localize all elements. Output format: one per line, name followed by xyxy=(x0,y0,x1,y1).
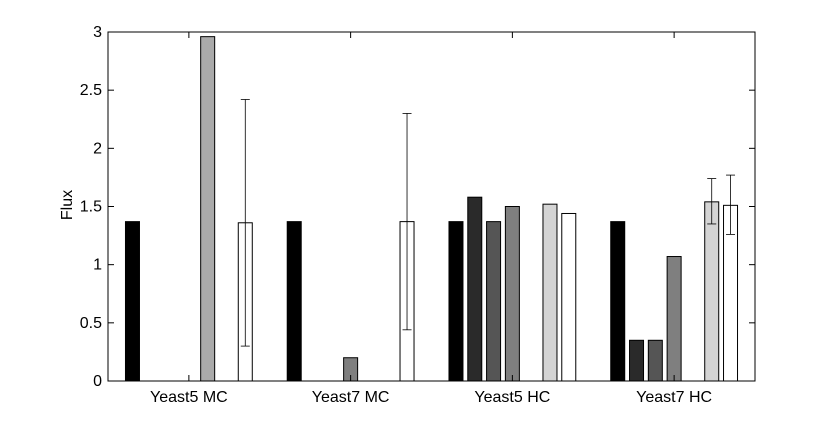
bar-2-1 xyxy=(286,221,302,382)
bar-4-1 xyxy=(610,221,626,382)
bar-1-1 xyxy=(124,221,140,382)
y-tick-label: 2 xyxy=(93,140,102,157)
axes-layer: 0 0.5 1 1.5 2 2.5 3 Yeast5 MC Yeast7 MC Yeast5 HC… xyxy=(80,24,756,406)
bar-3-7 xyxy=(561,212,577,382)
x-category-label: Yeast5 MC xyxy=(150,389,228,406)
bar-3-2 xyxy=(467,196,483,382)
bar-1-5 xyxy=(200,36,216,382)
y-axis-title: Flux xyxy=(59,190,76,220)
bar-4-3 xyxy=(647,339,663,382)
y-tick-label: 1 xyxy=(93,257,102,274)
x-category-label: Yeast7 MC xyxy=(312,389,390,406)
x-category-label: Yeast5 HC xyxy=(474,389,550,406)
y-tick-label: 2.5 xyxy=(80,82,102,99)
y-tick-label: 0 xyxy=(93,373,102,390)
bar-3-3 xyxy=(486,221,502,382)
bar-4-2 xyxy=(629,339,645,382)
errorbars-layer xyxy=(240,99,736,347)
y-tick-label: 3 xyxy=(93,24,102,41)
bar-3-6 xyxy=(542,203,558,382)
bar-3-4 xyxy=(504,206,520,382)
bar-4-4 xyxy=(666,256,682,382)
y-tick-label: 1.5 xyxy=(80,199,102,216)
bar-4-6 xyxy=(704,201,720,382)
x-category-label: Yeast7 HC xyxy=(636,389,712,406)
y-tick-label: 0.5 xyxy=(80,315,102,332)
bar-3-1 xyxy=(448,221,464,382)
